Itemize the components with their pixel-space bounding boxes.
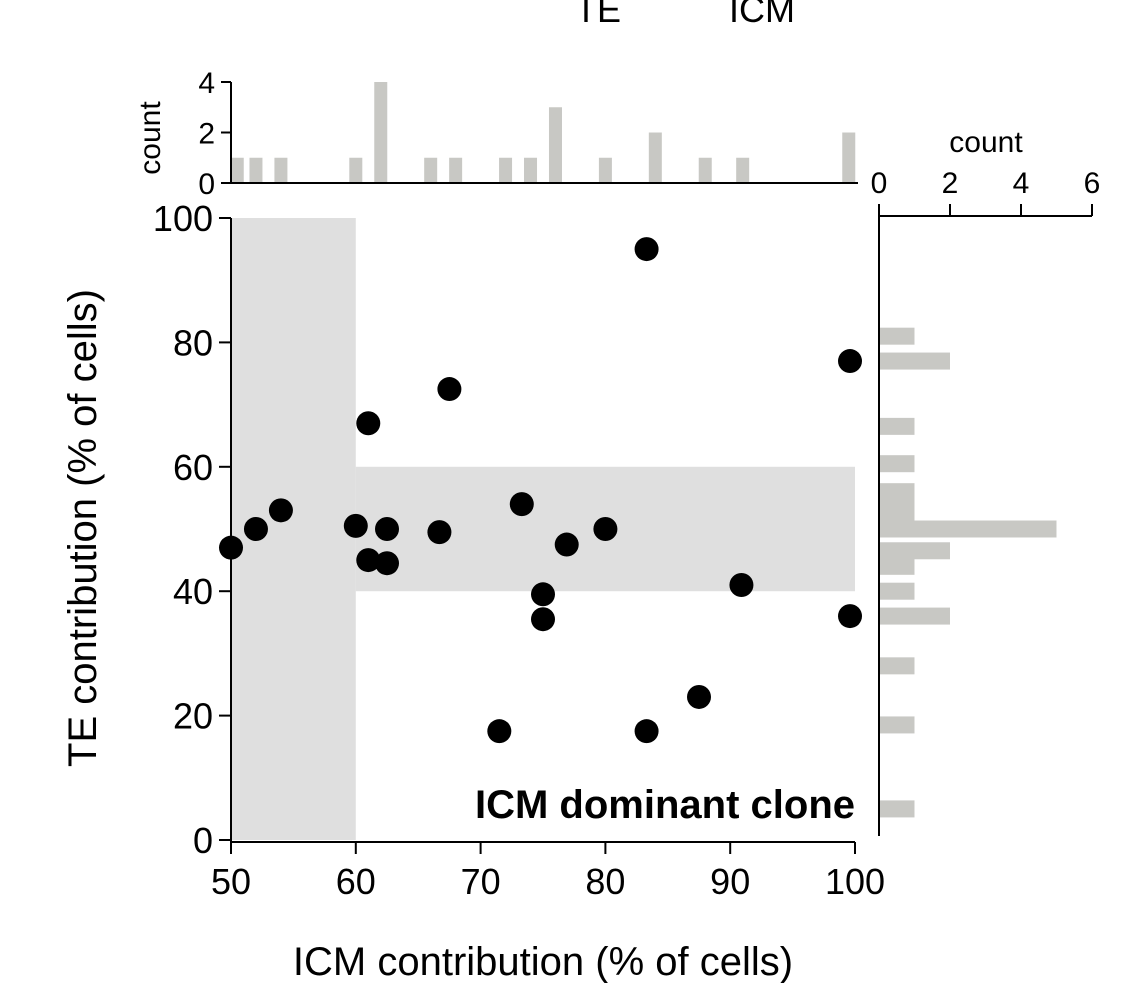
- top-hist-tick-label-2: 2: [198, 118, 215, 151]
- y-tick-label-80: 80: [173, 322, 213, 363]
- right-histogram: 0 2 4 6 count: [871, 126, 1101, 836]
- right-hist-tick-label-6: 6: [1084, 167, 1101, 200]
- right-hist-bar: [879, 352, 950, 370]
- top-hist-bar: [230, 157, 244, 183]
- data-point: [343, 513, 368, 538]
- right-hist-bar: [879, 417, 915, 435]
- top-hist-tick-label-4: 4: [198, 67, 215, 100]
- data-point: [531, 582, 555, 607]
- top-hist-bar: [698, 157, 712, 183]
- y-tick-label-60: 60: [173, 447, 213, 488]
- x-tick-label-70: 70: [461, 861, 501, 902]
- data-point: [375, 551, 399, 576]
- right-hist-bar: [879, 716, 915, 734]
- right-hist-tick-label-4: 4: [1013, 167, 1030, 200]
- top-hist-bar: [499, 157, 513, 183]
- right-hist-bar: [879, 582, 915, 600]
- top-hist-bar: [349, 157, 363, 183]
- right-hist-bar: [879, 557, 915, 575]
- top-hist-bar: [274, 157, 288, 183]
- top-hist-bar: [736, 157, 750, 183]
- data-point: [531, 607, 555, 632]
- scatter-points: [219, 237, 863, 744]
- top-histogram: 0 2 4 count: [134, 67, 858, 201]
- annotation-label: ICM dominant clone: [475, 783, 855, 827]
- data-point: [243, 517, 268, 541]
- top-hist-bar: [648, 132, 662, 183]
- data-point: [593, 517, 618, 541]
- y-tick-label-0: 0: [193, 820, 213, 861]
- right-hist-x-label: count: [949, 126, 1023, 159]
- top-hist-tick-label-0: 0: [198, 168, 215, 201]
- x-tick-label-50: 50: [211, 861, 251, 902]
- top-hist-bar: [548, 107, 562, 183]
- y-tick-label-40: 40: [173, 571, 213, 612]
- data-point: [375, 517, 399, 541]
- top-hist-bar: [374, 82, 388, 183]
- right-hist-tick-label-2: 2: [942, 167, 959, 200]
- data-point: [838, 604, 863, 629]
- top-hist-bar: [424, 157, 438, 183]
- top-labels: TE ICM: [575, 0, 795, 30]
- data-point: [437, 377, 462, 402]
- y-tick-label-20: 20: [173, 696, 213, 737]
- data-point: [356, 548, 381, 573]
- axes: 50 60 70 80 90 100 0 20 40 60 80 100: [153, 198, 885, 902]
- top-hist-bar: [249, 157, 263, 183]
- top-label-1: ICM: [729, 0, 795, 30]
- right-hist-bar: [879, 800, 915, 818]
- top-hist-bar: [524, 157, 538, 183]
- data-point: [219, 535, 243, 560]
- data-point: [268, 498, 293, 523]
- data-point: [634, 719, 659, 744]
- data-point: [687, 684, 711, 709]
- data-point: [509, 492, 534, 517]
- data-point: [356, 411, 381, 436]
- top-hist-bar: [449, 157, 463, 183]
- right-hist-bar: [879, 657, 915, 675]
- top-hist-y-label: count: [134, 101, 167, 175]
- top-hist-bar: [842, 132, 856, 183]
- x-tick-label-90: 90: [710, 861, 750, 902]
- y-axis-label: TE contribution (% of cells): [61, 289, 105, 767]
- y-tick-label-100: 100: [153, 198, 213, 239]
- x-tick-label-60: 60: [336, 861, 376, 902]
- x-axis-label: ICM contribution (% of cells): [293, 940, 793, 983]
- right-hist-bar: [879, 455, 915, 473]
- data-point: [427, 520, 452, 545]
- shaded-regions: [231, 218, 855, 840]
- right-hist-tick-label-0: 0: [871, 167, 888, 200]
- data-point: [838, 349, 863, 374]
- data-point: [729, 572, 754, 597]
- right-hist-bar: [879, 607, 950, 625]
- data-point: [554, 532, 579, 557]
- right-hist-bar: [879, 542, 950, 560]
- x-tick-label-80: 80: [585, 861, 625, 902]
- data-point: [634, 237, 659, 262]
- right-hist-bar: [879, 520, 1057, 538]
- data-point: [487, 719, 512, 744]
- top-hist-bar: [598, 157, 612, 183]
- right-hist-bar: [879, 327, 915, 345]
- top-label-0: TE: [575, 0, 621, 30]
- x-tick-label-100: 100: [825, 861, 885, 902]
